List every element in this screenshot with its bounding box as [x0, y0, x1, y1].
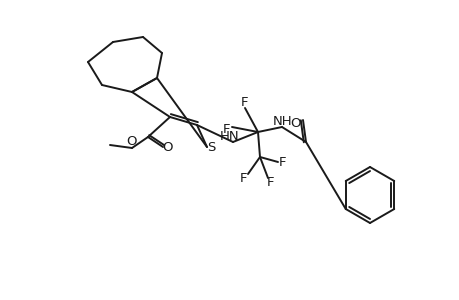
- Text: S: S: [207, 140, 215, 154]
- Text: O: O: [162, 140, 173, 154]
- Text: F: F: [223, 122, 230, 136]
- Text: HN: HN: [220, 130, 239, 142]
- Text: F: F: [279, 155, 286, 169]
- Text: F: F: [241, 95, 248, 109]
- Text: O: O: [290, 116, 301, 130]
- Text: F: F: [240, 172, 247, 184]
- Text: NH: NH: [273, 115, 292, 128]
- Text: O: O: [127, 134, 137, 148]
- Text: F: F: [267, 176, 274, 188]
